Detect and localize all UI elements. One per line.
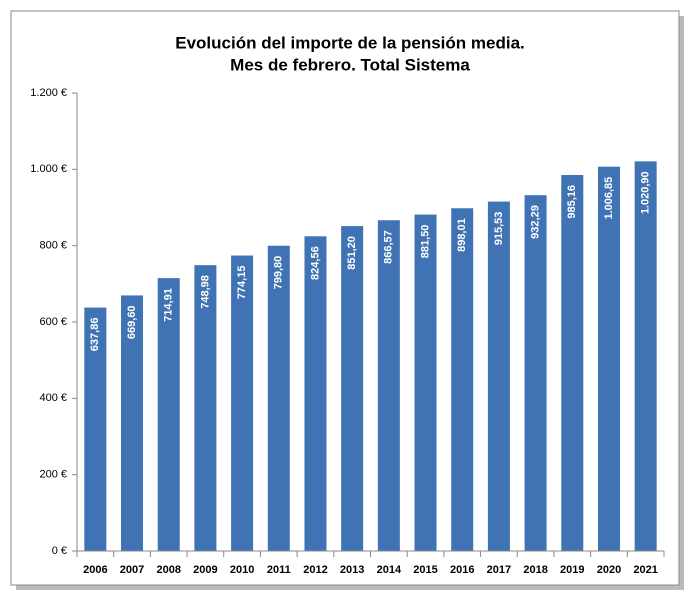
bar (414, 214, 437, 551)
bar (561, 174, 584, 552)
y-tick-label: 1.200 € (30, 87, 67, 99)
y-tick-label: 200 € (39, 469, 67, 481)
x-tick-label: 2006 (83, 564, 107, 576)
y-tick-label: 600 € (39, 316, 67, 328)
bar (451, 208, 474, 551)
x-tick-label: 2019 (560, 564, 584, 576)
chart-title: Evolución del importe de la pensión medi… (175, 33, 525, 52)
x-tick-label: 2011 (267, 564, 291, 576)
value-label: 932,29 (530, 205, 542, 239)
x-tick-label: 2020 (597, 564, 621, 576)
bar (634, 161, 657, 551)
bar (487, 201, 510, 551)
x-tick-label: 2012 (303, 564, 327, 576)
value-label: 669,60 (126, 305, 138, 339)
y-tick-label: 400 € (39, 392, 67, 404)
value-label: 898,01 (456, 218, 468, 252)
value-label: 637,86 (89, 318, 101, 352)
value-label: 1.006,85 (603, 177, 615, 220)
value-label: 824,56 (309, 246, 321, 280)
value-label: 881,50 (419, 225, 431, 259)
x-tick-label: 2021 (633, 564, 657, 576)
y-tick-label: 0 € (52, 545, 67, 557)
value-label: 915,53 (493, 212, 505, 246)
value-label: 799,80 (273, 256, 285, 290)
bar (524, 195, 547, 552)
bar (157, 278, 180, 551)
bar (341, 226, 364, 551)
bar (84, 307, 107, 551)
bar (377, 220, 400, 552)
bar (194, 265, 217, 551)
x-tick-label: 2016 (450, 564, 474, 576)
x-tick-label: 2008 (156, 564, 180, 576)
bar (231, 255, 254, 551)
bar (121, 295, 144, 551)
y-tick-label: 1.000 € (30, 163, 67, 175)
value-label: 866,57 (383, 230, 395, 264)
value-label: 851,20 (346, 236, 358, 270)
y-tick-label: 800 € (39, 240, 67, 252)
x-tick-label: 2017 (487, 564, 511, 576)
x-tick-label: 2009 (193, 564, 217, 576)
bar (304, 236, 327, 551)
x-tick-label: 2007 (120, 564, 144, 576)
x-tick-label: 2015 (413, 564, 437, 576)
x-tick-label: 2010 (230, 564, 254, 576)
bar (267, 245, 290, 552)
value-label: 714,91 (163, 288, 175, 322)
x-tick-label: 2013 (340, 564, 364, 576)
bar (597, 166, 620, 551)
chart-subtitle: Mes de febrero. Total Sistema (230, 55, 470, 74)
value-label: 1.020,90 (640, 171, 652, 214)
x-tick-label: 2014 (377, 564, 402, 576)
x-tick-label: 2018 (523, 564, 547, 576)
value-label: 774,15 (236, 266, 248, 300)
value-label: 748,98 (199, 275, 211, 309)
value-label: 985,16 (566, 185, 578, 219)
